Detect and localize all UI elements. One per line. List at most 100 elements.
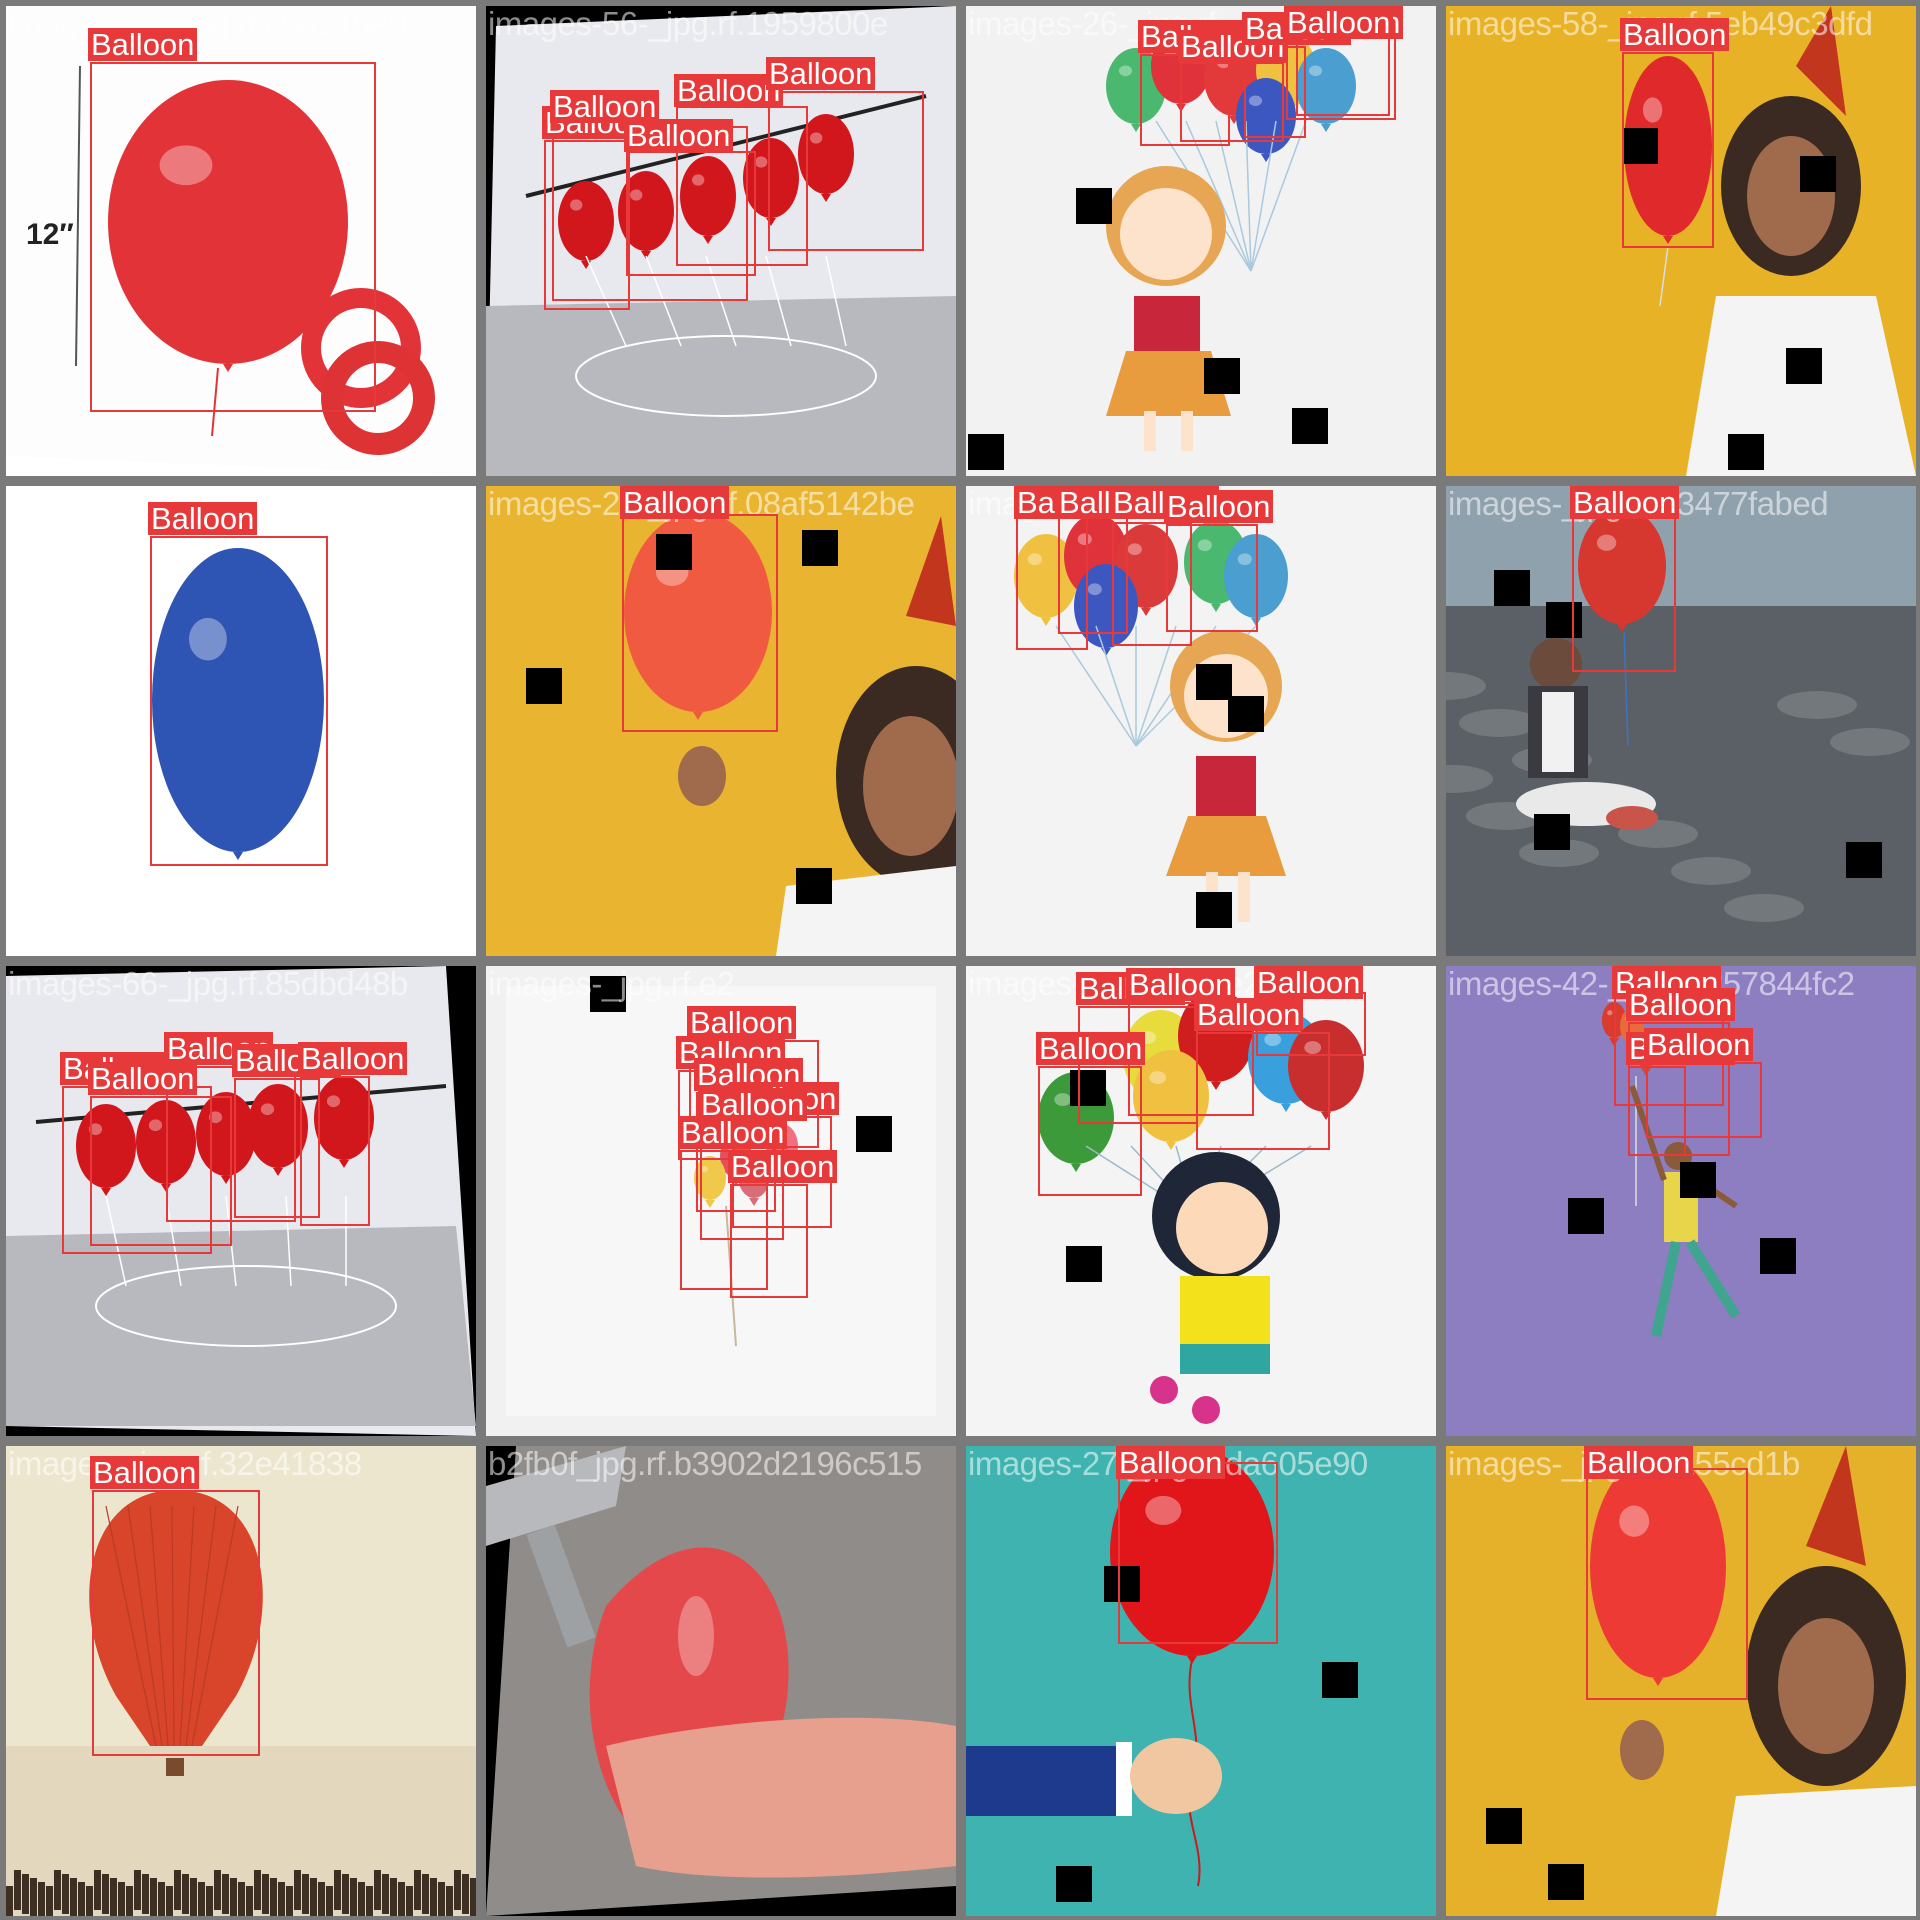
tile-image — [6, 1446, 476, 1916]
girl-leg — [1238, 872, 1250, 922]
balloon-panel — [185, 1505, 217, 1747]
tree — [462, 1874, 469, 1914]
tree — [438, 1882, 445, 1916]
woman-shirt — [1716, 1786, 1916, 1916]
tree — [30, 1878, 37, 1916]
balloon — [1236, 78, 1296, 162]
balloon-string — [211, 367, 219, 437]
tree — [6, 1886, 13, 1916]
occlusion-square — [1800, 156, 1836, 192]
detection-box — [1180, 62, 1284, 142]
woman-shirt — [1686, 296, 1916, 476]
tree — [286, 1886, 293, 1916]
woman-face — [863, 716, 956, 856]
detection-box — [1622, 52, 1714, 248]
tree — [254, 1870, 261, 1910]
tree — [470, 1878, 476, 1916]
occlusion-square — [1546, 602, 1582, 638]
tile-image — [486, 966, 956, 1436]
detection-box — [730, 1184, 808, 1298]
tile-image — [1446, 486, 1916, 956]
detection-label: Balloon — [698, 1088, 808, 1121]
occlusion-square — [796, 868, 832, 904]
person-arm — [1629, 1085, 1667, 1181]
detection-box — [1586, 1468, 1748, 1700]
string — [1185, 120, 1252, 272]
hand — [606, 1717, 956, 1878]
detection-box — [300, 1076, 370, 1226]
detection-label: Balloon — [678, 1116, 788, 1149]
floor — [6, 1226, 476, 1426]
image-tile: images-58-_jpg.rf.5eb49c3dfdBalloon — [1446, 6, 1916, 476]
balloon-panel — [149, 1505, 169, 1747]
detection-label: Balloon — [1584, 1446, 1694, 1479]
girl-skirt — [1106, 351, 1231, 416]
occlusion-square — [1728, 434, 1764, 470]
occlusion-square — [1104, 1566, 1140, 1602]
occlusion-square — [1548, 1864, 1584, 1900]
image-tile: images-42-_jpg.rf.257844fc2BalloonBalloo… — [1446, 966, 1916, 1436]
tree — [54, 1870, 61, 1910]
shoe — [1150, 1376, 1178, 1404]
image-tile: images-_jpg.rf.e2 Balloon Balloon Balloon Ba… — [486, 966, 956, 1436]
red-balloon — [1578, 508, 1666, 632]
tile-filename: images-66-_jpg.rf.85dbd48b — [8, 966, 408, 1002]
occlusion-square — [1622, 128, 1658, 164]
light-patch — [1446, 765, 1493, 793]
detection-box — [92, 1490, 260, 1756]
detection-label: Balloon — [1254, 966, 1364, 999]
tree — [270, 1878, 277, 1916]
tree — [190, 1878, 197, 1916]
occlusion-square — [1070, 1070, 1106, 1106]
balloon — [1288, 1020, 1364, 1120]
tile-filename: b2fb0f_jpg.rf.b3902d2196c515 — [488, 1446, 922, 1482]
occlusion-square — [1322, 1662, 1358, 1698]
tree — [206, 1886, 213, 1916]
wire — [765, 255, 792, 347]
tree — [350, 1878, 357, 1916]
detection-label: Balloon — [624, 119, 734, 152]
tree — [46, 1886, 53, 1916]
tree — [110, 1878, 117, 1916]
wire — [585, 255, 627, 347]
detection-box — [90, 62, 376, 412]
detection-box — [166, 1066, 296, 1222]
occlusion-square — [1786, 348, 1822, 384]
ruler-line — [75, 65, 81, 367]
occlusion-square — [1846, 842, 1882, 878]
tree — [414, 1870, 421, 1910]
girl-shirt — [1180, 1276, 1270, 1352]
boy-head — [1530, 638, 1582, 690]
red-balloon — [558, 181, 614, 269]
tile-filename: images-_jpg.rf.e2 — [488, 966, 735, 1002]
tile-image — [1446, 6, 1916, 476]
occlusion-square — [1534, 814, 1570, 850]
wire-base — [575, 335, 877, 417]
detection-box — [1118, 1462, 1278, 1644]
party-hat — [1796, 6, 1846, 116]
red-balloon — [1624, 56, 1712, 244]
occlusion-square — [1568, 1198, 1604, 1234]
detection-label: Balloon — [620, 486, 730, 519]
wire-base — [95, 1265, 397, 1347]
image-tile: images-20-_jpg.rf.08af5142beBalloon — [486, 486, 956, 956]
small-balloon — [694, 1156, 726, 1208]
tree — [358, 1882, 365, 1916]
ribbon-roll — [301, 288, 421, 408]
detection-label: Balloon — [1126, 968, 1236, 1001]
balloon-string — [1659, 245, 1669, 307]
wire — [705, 255, 737, 347]
girl-leg — [1181, 411, 1193, 451]
boy-shoe — [1606, 806, 1658, 830]
detection-box — [1628, 1066, 1686, 1156]
tree — [454, 1870, 461, 1910]
detection-label: Balloon — [88, 1062, 198, 1095]
occlusion-square — [802, 530, 838, 566]
light-patch — [1446, 672, 1486, 700]
balloon — [1296, 48, 1356, 132]
hand — [678, 746, 726, 806]
detection-label: Balloon — [1620, 18, 1730, 51]
tree — [38, 1882, 45, 1916]
shoe — [1192, 1396, 1220, 1424]
tree — [222, 1874, 229, 1914]
